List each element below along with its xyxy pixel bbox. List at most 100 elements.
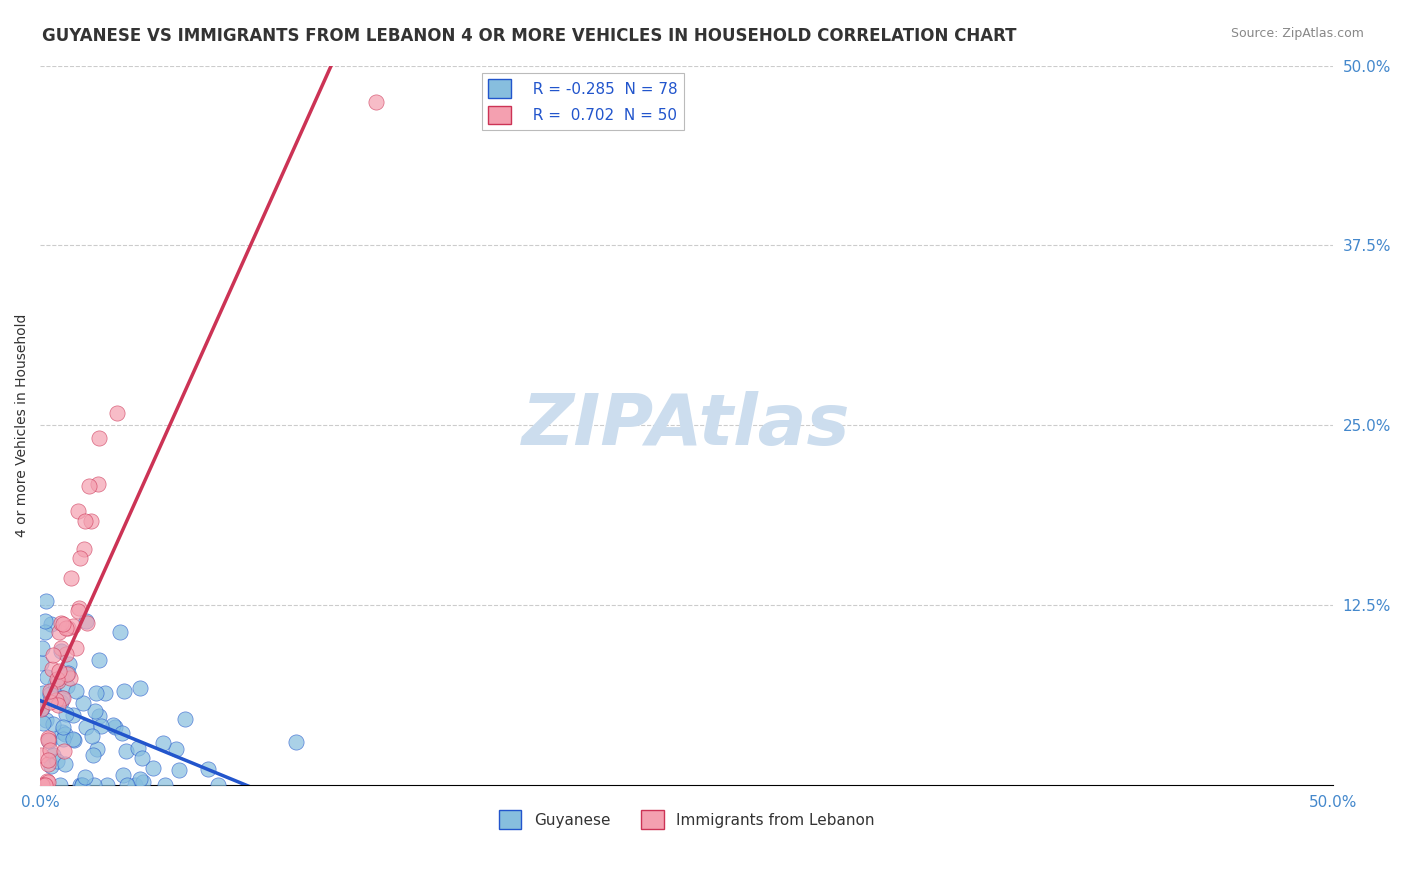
Guyanese (127, 741, 149, 756)
Immigrants from Lebanon (86, 476, 108, 491)
Immigrants from Lebanon (56, 621, 79, 635)
Immigrants from Lebanon (62, 619, 84, 633)
Guyanese (70, 778, 93, 792)
Guyanese (31, 715, 53, 730)
Guyanese (90, 719, 112, 733)
Guyanese (62, 732, 84, 747)
Immigrants from Lebanon (77, 479, 100, 493)
Guyanese (51, 724, 73, 739)
Immigrants from Lebanon (39, 695, 62, 709)
Guyanese (169, 764, 191, 778)
Immigrants from Lebanon (37, 775, 59, 789)
Immigrants from Lebanon (73, 542, 96, 557)
Guyanese (39, 759, 62, 773)
Guyanese (56, 679, 79, 693)
Immigrants from Lebanon (39, 742, 62, 756)
Immigrants from Lebanon (30, 747, 52, 762)
Guyanese (131, 751, 153, 765)
Text: Source: ZipAtlas.com: Source: ZipAtlas.com (1230, 27, 1364, 40)
Guyanese (49, 695, 72, 709)
Guyanese (86, 742, 108, 756)
Guyanese (101, 718, 124, 732)
Guyanese (84, 704, 107, 718)
Guyanese (82, 747, 104, 762)
Guyanese (49, 670, 72, 684)
Immigrants from Lebanon (34, 778, 56, 792)
Guyanese (73, 770, 96, 784)
Immigrants from Lebanon (107, 406, 129, 420)
Immigrants from Lebanon (58, 672, 80, 686)
Text: GUYANESE VS IMMIGRANTS FROM LEBANON 4 OR MORE VEHICLES IN HOUSEHOLD CORRELATION : GUYANESE VS IMMIGRANTS FROM LEBANON 4 OR… (42, 27, 1017, 45)
Guyanese (110, 625, 132, 640)
Guyanese (70, 778, 93, 792)
Immigrants from Lebanon (52, 616, 75, 631)
Guyanese (115, 778, 138, 792)
Guyanese (55, 707, 77, 722)
Guyanese (103, 720, 125, 734)
Guyanese (75, 720, 97, 734)
Immigrants from Lebanon (56, 667, 79, 681)
Guyanese (75, 614, 97, 628)
Immigrants from Lebanon (75, 514, 97, 528)
Immigrants from Lebanon (69, 550, 91, 565)
Immigrants from Lebanon (67, 504, 90, 518)
Guyanese (207, 778, 229, 792)
Guyanese (34, 624, 56, 639)
Immigrants from Lebanon (48, 664, 70, 678)
Guyanese (124, 778, 146, 792)
Guyanese (112, 767, 135, 781)
Immigrants from Lebanon (37, 731, 59, 745)
Immigrants from Lebanon (32, 778, 55, 792)
Guyanese (35, 593, 58, 607)
Guyanese (72, 696, 94, 710)
Immigrants from Lebanon (34, 778, 56, 792)
Guyanese (152, 736, 174, 750)
Guyanese (58, 657, 80, 671)
Immigrants from Lebanon (37, 753, 59, 767)
Guyanese (87, 709, 110, 723)
Guyanese (51, 690, 73, 705)
Text: ZIPAtlas: ZIPAtlas (522, 391, 851, 460)
Immigrants from Lebanon (87, 431, 110, 445)
Immigrants from Lebanon (31, 778, 53, 792)
Guyanese (128, 772, 150, 786)
Immigrants from Lebanon (52, 690, 75, 705)
Guyanese (284, 735, 307, 749)
Guyanese (32, 686, 55, 700)
Guyanese (38, 734, 60, 748)
Immigrants from Lebanon (67, 604, 90, 618)
Guyanese (63, 733, 86, 747)
Legend: Guyanese, Immigrants from Lebanon: Guyanese, Immigrants from Lebanon (492, 805, 880, 835)
Immigrants from Lebanon (48, 624, 70, 639)
Guyanese (37, 670, 59, 684)
Guyanese (34, 713, 56, 727)
Guyanese (51, 644, 73, 658)
Guyanese (53, 727, 76, 741)
Guyanese (65, 684, 87, 698)
Immigrants from Lebanon (38, 683, 60, 698)
Guyanese (94, 686, 117, 700)
Guyanese (62, 708, 84, 723)
Guyanese (132, 775, 155, 789)
Guyanese (112, 684, 135, 698)
Immigrants from Lebanon (76, 615, 98, 630)
Immigrants from Lebanon (366, 95, 388, 109)
Guyanese (87, 653, 110, 667)
Immigrants from Lebanon (30, 701, 52, 715)
Guyanese (129, 681, 152, 695)
Guyanese (31, 640, 53, 655)
Guyanese (84, 686, 107, 700)
Guyanese (142, 761, 165, 775)
Guyanese (165, 742, 187, 756)
Immigrants from Lebanon (79, 515, 101, 529)
Guyanese (115, 743, 138, 757)
Guyanese (44, 677, 66, 691)
Guyanese (80, 730, 103, 744)
Guyanese (96, 778, 118, 792)
Immigrants from Lebanon (46, 673, 69, 687)
Guyanese (49, 778, 72, 792)
Guyanese (155, 778, 177, 792)
Immigrants from Lebanon (45, 692, 67, 706)
Guyanese (30, 700, 52, 714)
Immigrants from Lebanon (46, 698, 69, 713)
